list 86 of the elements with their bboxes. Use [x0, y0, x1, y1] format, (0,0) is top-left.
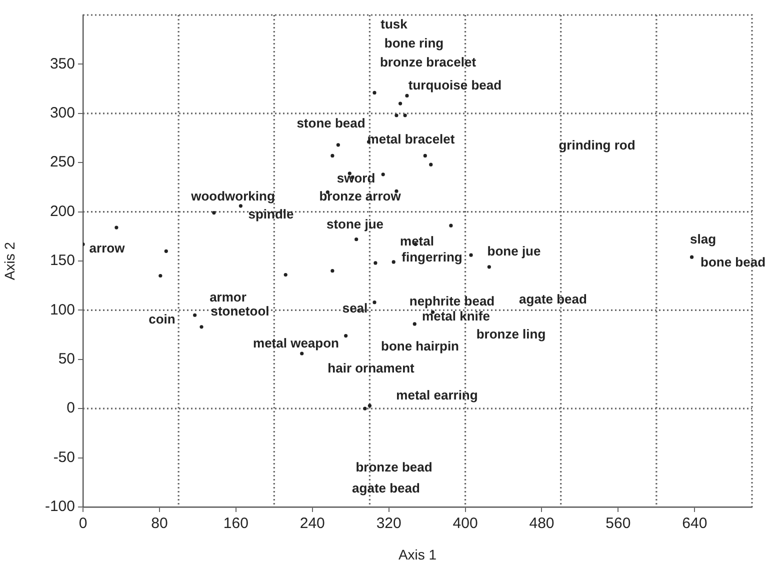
point [487, 265, 491, 269]
point [403, 114, 407, 118]
annotation: nephrite bead [409, 294, 495, 309]
point [368, 404, 372, 408]
annotation: bone ring [384, 36, 444, 51]
point [394, 189, 398, 193]
point [374, 261, 378, 265]
annotation: bone hairpin [381, 338, 460, 354]
annotation: metal knife [422, 308, 490, 324]
annotation: stone jue [326, 216, 384, 232]
annotation: bone bead [700, 254, 766, 270]
point [372, 90, 376, 95]
y-tick-label: 0 [66, 400, 75, 417]
point [158, 274, 162, 278]
y-tick-label: 350 [50, 55, 75, 72]
point [300, 352, 304, 356]
x-tick-label: 240 [300, 515, 325, 532]
y-axis-title: Axis 2 [1, 242, 18, 280]
point [330, 154, 334, 158]
y-tick-label: -100 [44, 498, 75, 516]
point [200, 325, 204, 329]
x-axis-title: Axis 1 [398, 546, 437, 562]
y-tick-label: 150 [50, 252, 75, 270]
annotation: arrow [89, 240, 126, 256]
annotation: metal weapon [253, 336, 340, 351]
point [212, 210, 216, 215]
point [372, 300, 376, 304]
point [423, 154, 427, 158]
point [354, 238, 358, 242]
annotation: seal [342, 300, 368, 316]
y-tick-label: 50 [58, 350, 75, 368]
point [344, 334, 348, 338]
y-tick-label: 200 [50, 202, 75, 220]
point [394, 114, 398, 118]
point [114, 226, 118, 230]
annotation: hair ornament [328, 360, 416, 376]
annotation: woodworking [190, 188, 275, 204]
annotation: bronze bracelet [380, 54, 477, 70]
annotation: turquoise bead [408, 78, 502, 93]
point [469, 253, 473, 257]
x-tick-label: 560 [606, 515, 631, 532]
x-tick-label: 160 [223, 515, 248, 532]
annotation: agate bead [519, 292, 588, 307]
point [398, 102, 402, 106]
point [405, 94, 409, 98]
y-tick-label: 250 [50, 154, 75, 171]
annotation: metal earring [396, 388, 478, 403]
y-tick-label: 100 [50, 301, 75, 318]
annotation: slag [690, 232, 716, 247]
point [238, 204, 242, 208]
point [449, 224, 453, 228]
point [284, 272, 288, 277]
annotation: bronze bead [356, 460, 432, 475]
annotation: tusk [380, 16, 408, 32]
y-tick-label: -50 [53, 448, 75, 466]
x-tick-label: 640 [682, 515, 708, 532]
x-tick-label: 320 [376, 515, 402, 532]
annotation: metal [400, 234, 434, 249]
annotation: bone jue [487, 244, 541, 259]
annotation: bronze arrow [319, 188, 402, 204]
annotation: metal bracelet [367, 132, 456, 147]
x-tick-label: 480 [529, 515, 554, 532]
point [336, 143, 340, 147]
point [392, 260, 396, 264]
annotation: fingerring [402, 250, 462, 265]
annotation: grinding rod [558, 138, 636, 153]
x-tick-label: 80 [151, 515, 168, 532]
annotation: sword [336, 170, 376, 186]
point [381, 172, 385, 176]
point [690, 255, 694, 259]
annotation: bronze ling [476, 326, 546, 342]
point [330, 269, 334, 273]
point [164, 249, 168, 253]
annotation: coin [148, 312, 176, 327]
y-tick-label: 300 [50, 104, 75, 122]
annotation: stonetool [210, 304, 270, 319]
x-tick-label: 0 [78, 515, 88, 532]
point [429, 162, 433, 166]
annotation: armor [210, 290, 246, 305]
annotation: agate bead [352, 480, 420, 496]
point [363, 406, 367, 410]
point [193, 313, 197, 317]
point [412, 322, 416, 326]
annotation: stone bead [296, 116, 366, 131]
x-tick-label: 400 [452, 515, 478, 532]
annotation: spindle [248, 206, 294, 222]
